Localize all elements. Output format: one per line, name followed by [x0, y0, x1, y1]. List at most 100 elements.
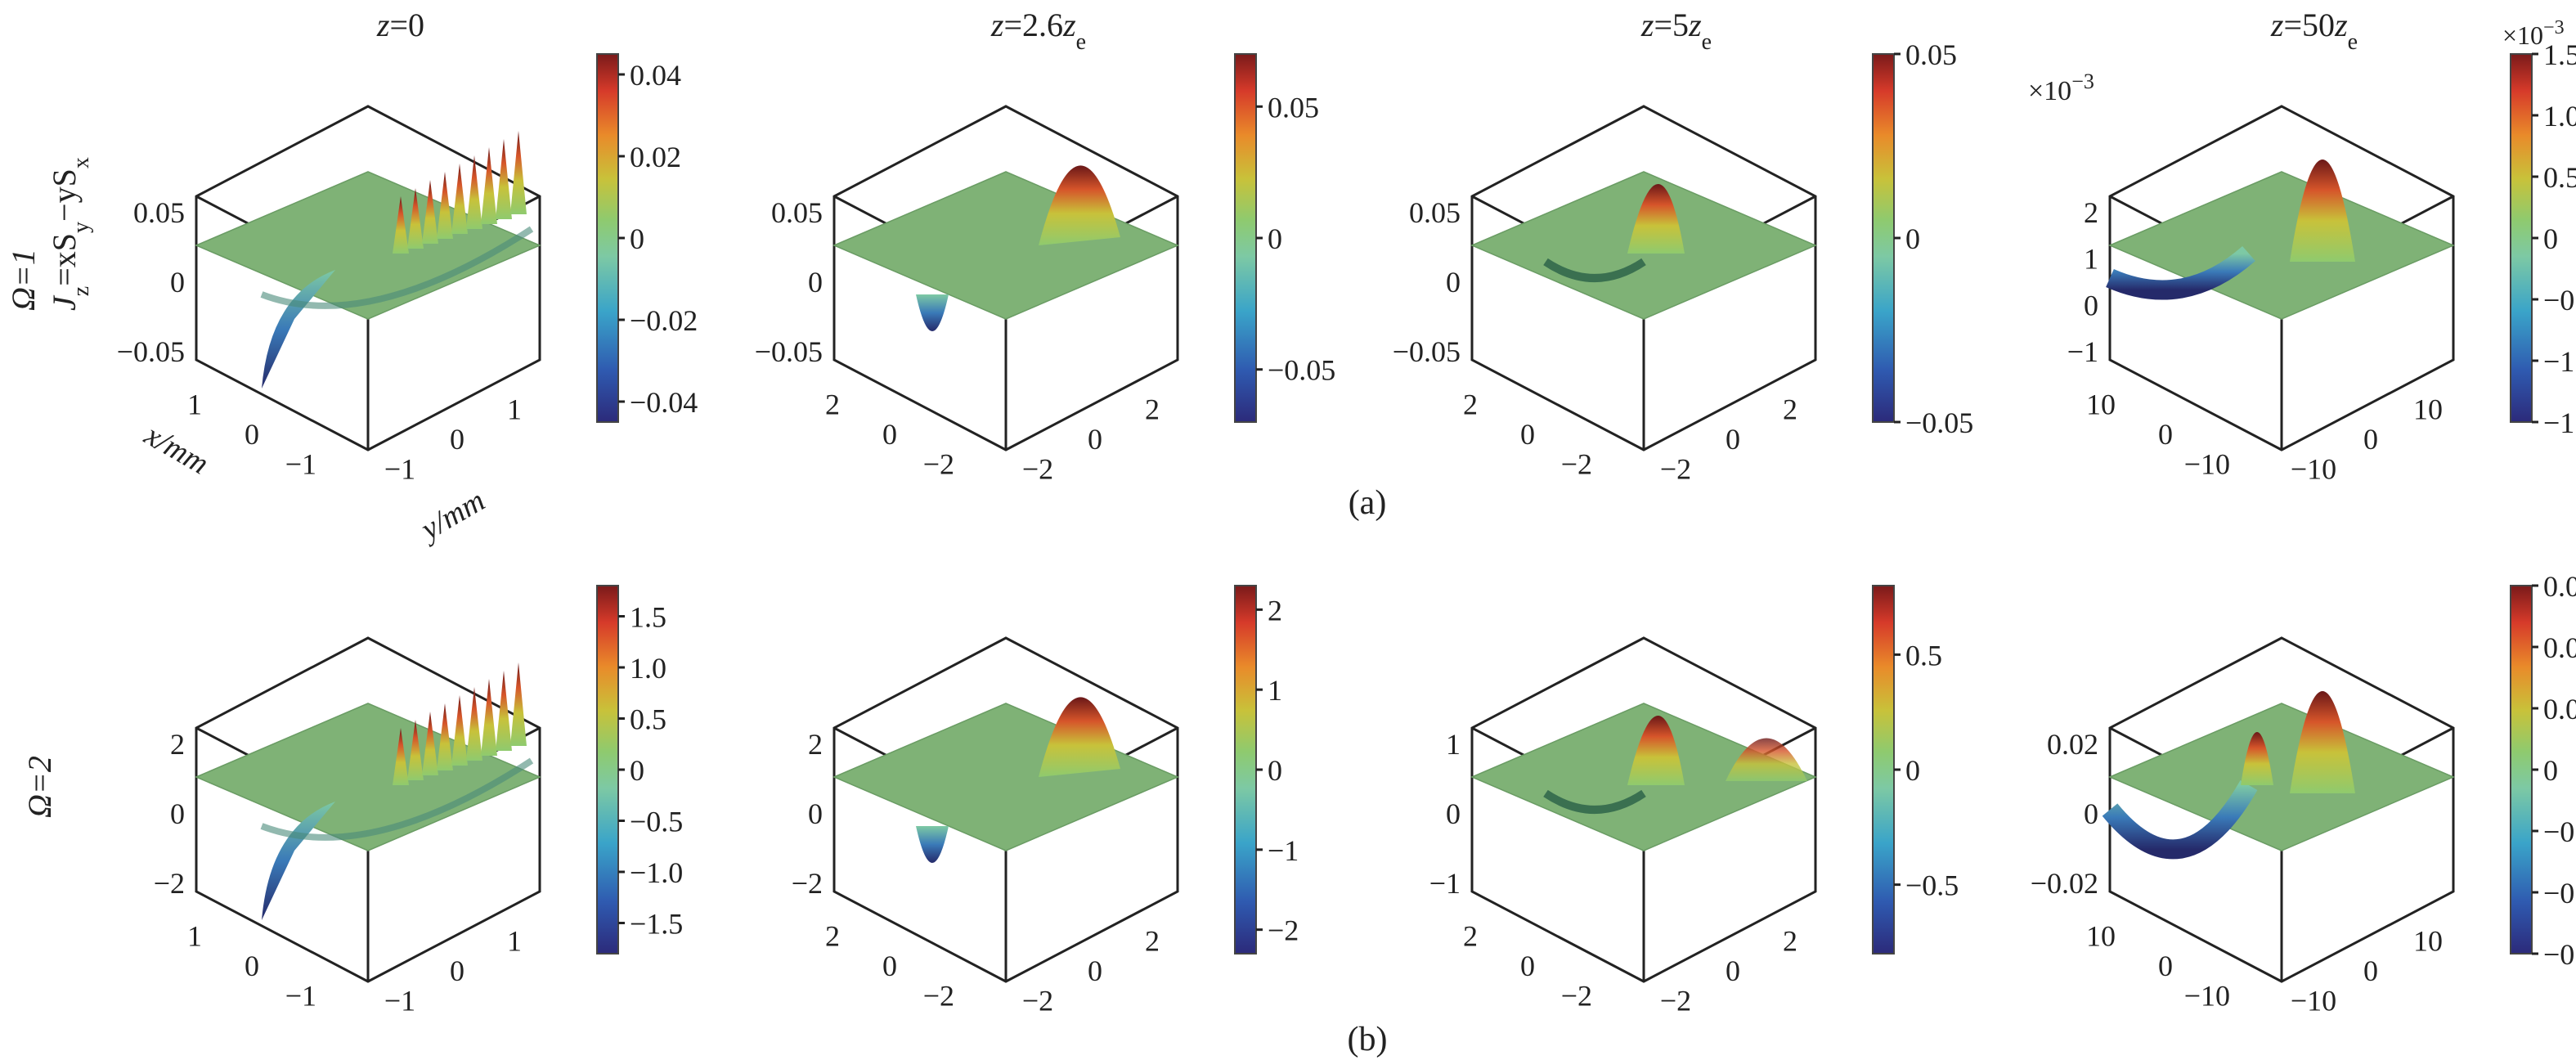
surface-ridge-spike: [451, 695, 468, 766]
colorbar-tick-label: 0.02: [630, 141, 681, 173]
colorbar-tick-label: 1.5: [630, 601, 666, 634]
x-tick-label: −2: [923, 448, 954, 481]
surface-peak: [2290, 159, 2355, 262]
colorbar-tick-label: 0: [2543, 222, 2558, 255]
surface-ridge-spike: [510, 131, 527, 214]
colorbar-tick-label: −0.5: [630, 806, 683, 838]
z-tick-label: −0.05: [755, 335, 823, 368]
column-title-1: z=2.6ze: [990, 7, 1086, 55]
colorbar-tick-label: 0.02: [2543, 631, 2576, 664]
z-exponent-label: ×10−3: [2028, 70, 2094, 107]
x-tick-label: 0: [1520, 418, 1535, 451]
x-tick-label: 0: [2158, 950, 2173, 982]
surface-ridge-spike: [510, 662, 527, 746]
row-label-omega1: Ω=1: [5, 249, 42, 311]
surface-ridge-spike: [422, 180, 438, 244]
z-tick-label: −0.02: [2031, 867, 2098, 900]
column-title-2: z=5ze: [1640, 7, 1712, 55]
z-tick-label: 0: [170, 266, 185, 299]
column-title-0: z=0: [376, 7, 424, 43]
colorbar-tick-label: 0.04: [630, 59, 681, 92]
x-tick-label: 1: [187, 388, 202, 420]
x-tick-label: −1: [285, 980, 316, 1013]
y-tick-label: 10: [2413, 393, 2443, 425]
surface-skirt: [2106, 245, 2255, 300]
surface-ridge-spike: [481, 679, 497, 756]
z-tick-label: 0: [808, 266, 823, 299]
colorbar-tick-label: 0: [1268, 754, 1282, 787]
y-tick-label: 1: [507, 924, 522, 957]
colorbar: [1873, 54, 1894, 422]
colorbar-tick-label: 1.5: [2543, 38, 2576, 71]
surface-valley: [916, 294, 949, 331]
x-axis-label: x/mm: [138, 417, 214, 481]
colorbar: [1235, 54, 1256, 422]
surface-ripple: [1543, 258, 1646, 282]
colorbar-tick-label: −0.02: [630, 304, 698, 337]
y-tick-label: −2: [1022, 453, 1053, 486]
z-tick-label: 1: [1446, 728, 1461, 761]
colorbar-tick-label: −0.5: [1905, 869, 1959, 902]
surface-ridge-spike: [407, 188, 424, 249]
z-tick-label: 0: [1446, 797, 1461, 830]
z-tick-label: 0.05: [771, 196, 823, 229]
x-tick-label: −2: [1561, 980, 1592, 1013]
surface-ridge-spike: [451, 164, 468, 234]
colorbar-tick-label: 0: [1268, 222, 1282, 255]
y-tick-label: 2: [1783, 393, 1797, 425]
colorbar-tick-label: −0.02: [2543, 877, 2576, 910]
colorbar-tick-label: 0: [630, 222, 644, 255]
surface-ridge-spike: [393, 196, 409, 254]
z-tick-label: 0.05: [1409, 196, 1461, 229]
column-title-3: z=50ze: [2270, 7, 2358, 55]
colorbar-tick-label: −2: [1268, 914, 1299, 947]
surface-ridge-spike: [437, 172, 453, 239]
surface-skirt: [2102, 780, 2258, 860]
y-axis-label: y/mm: [412, 483, 491, 549]
surface-valley: [262, 802, 335, 920]
x-tick-label: 0: [882, 950, 897, 982]
x-tick-label: 2: [825, 388, 840, 420]
x-tick-label: 0: [2158, 418, 2173, 451]
y-tick-label: 2: [1145, 924, 1160, 957]
x-tick-label: 2: [825, 919, 840, 952]
x-tick-label: 0: [245, 418, 259, 451]
surface-ridge-spike: [437, 703, 453, 770]
surface-plane: [832, 703, 1179, 851]
surface-wave-band: [260, 226, 534, 309]
z-tick-label: −2: [154, 867, 185, 900]
y-tick-label: 0: [2363, 954, 2378, 987]
z-tick-label: 0: [170, 797, 185, 830]
y-tick-label: 10: [2413, 924, 2443, 957]
subplot-7: 0.02 0 −0.02 10 0 −10 −10 0 10 0.03 0.02 0.01 0 −0.01…: [2031, 570, 2576, 1017]
z-tick-label: −1: [2067, 335, 2098, 368]
surface-wave-band: [260, 757, 534, 841]
surface-peak: [1627, 716, 1685, 785]
surface-peak-secondary: [1726, 738, 1807, 781]
x-tick-label: 2: [1463, 388, 1478, 420]
y-tick-label: 0: [450, 423, 464, 456]
x-tick-label: −1: [285, 448, 316, 481]
row-label-omega2: Ω=2: [21, 756, 58, 818]
surface-peak: [1039, 165, 1120, 245]
surface-ripple: [1543, 789, 1646, 814]
colorbar-tick-label: 1: [1268, 674, 1282, 707]
colorbar-tick-label: 0.5: [1905, 639, 1942, 671]
surface-ridge-spike: [466, 155, 482, 229]
colorbar-tick-label: −0.5: [2543, 284, 2576, 317]
colorbar-tick-label: 0: [630, 754, 644, 787]
colorbar-tick-label: 0.05: [1268, 91, 1319, 124]
colorbar-tick-label: −1.5: [630, 908, 683, 941]
colorbar-tick-label: 1.0: [630, 652, 666, 685]
panel-label-b: (b): [1348, 1021, 1388, 1058]
y-tick-label: 2: [1783, 924, 1797, 957]
colorbar: [2511, 586, 2532, 954]
z-tick-label: 2: [808, 728, 823, 761]
y-tick-label: −1: [384, 453, 415, 486]
x-tick-label: 0: [245, 950, 259, 982]
colorbar-tick-label: 1.0: [2543, 100, 2576, 132]
colorbar-tick-label: −1.0: [630, 856, 683, 889]
